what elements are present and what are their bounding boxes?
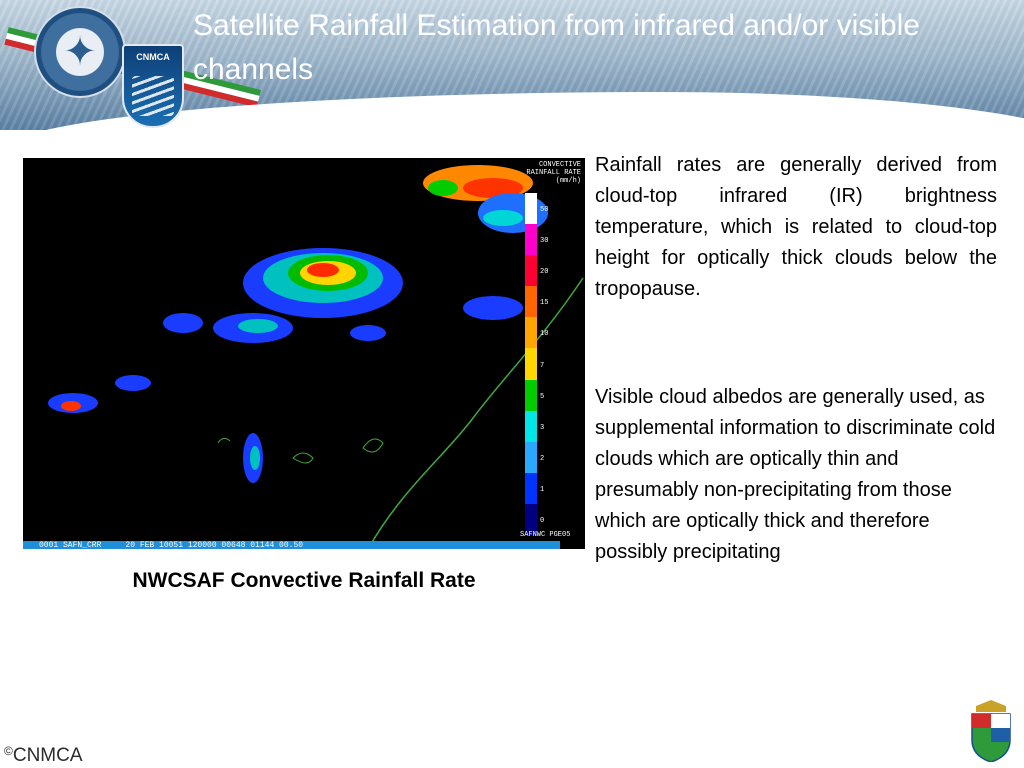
cloud-center — [163, 248, 403, 343]
scale-label: 15 — [540, 299, 549, 308]
scale-segment — [525, 286, 537, 318]
figure-status-bar — [23, 541, 560, 549]
scale-segment — [525, 503, 537, 535]
header-banner: ✦ CNMCA Satellite Rainfall Estimation fr… — [0, 0, 1024, 130]
scale-label: 0 — [540, 517, 545, 525]
scale-segment — [525, 224, 537, 256]
scale-label: 3 — [540, 423, 545, 432]
scale-segment — [525, 193, 537, 225]
paragraph-infrared: Rainfall rates are generally derived fro… — [595, 154, 997, 300]
rainfall-scale-bar — [525, 193, 537, 535]
legend-title: CONVECTIVE RAINFALL RATE (mm/h) — [526, 161, 581, 185]
badge-label: CNMCA — [136, 52, 170, 62]
figure-status-text: 0001 SAFN_CRR 20 FEB 10051 120000 00648 … — [39, 541, 304, 549]
slide-title: Satellite Rainfall Estimation from infra… — [193, 9, 920, 86]
cloud-left — [48, 296, 523, 483]
copyright-symbol: © — [4, 744, 13, 758]
scale-label: 20 — [540, 268, 549, 277]
scale-label: 50 — [540, 206, 549, 215]
satellite-image — [48, 165, 584, 549]
cnmca-badge-logo: CNMCA — [122, 44, 184, 128]
figure-source-label: SAFNWC PGE05 — [520, 531, 571, 539]
scale-label: 10 — [540, 330, 549, 339]
figure-caption: NWCSAF Convective Rainfall Rate — [132, 569, 476, 592]
scale-label: 7 — [540, 361, 545, 370]
waves-icon — [132, 76, 174, 116]
air-force-crest-icon — [971, 700, 1011, 762]
scale-label: 5 — [540, 392, 545, 401]
scale-segment — [525, 348, 537, 380]
compass-rose-icon: ✦ — [63, 30, 97, 74]
rainfall-rate-map: CONVECTIVE RAINFALL RATE (mm/h) 50 30 20 15… — [23, 158, 585, 549]
scale-segment — [525, 472, 537, 504]
scale-segment — [525, 441, 537, 473]
scale-segment — [525, 255, 537, 287]
meteorological-seal-logo: ✦ — [34, 6, 126, 98]
footer-brand-text: CNMCA — [12, 745, 83, 766]
footer-brand: ©CNMCA — [4, 744, 83, 767]
scale-label: 2 — [540, 454, 545, 463]
scale-segment — [525, 317, 537, 349]
scale-label: 1 — [540, 485, 545, 494]
scale-segment — [525, 410, 537, 442]
scale-label: 30 — [540, 237, 549, 246]
scale-segment — [525, 379, 537, 411]
paragraph-visible: Visible cloud albedos are generally used… — [595, 386, 996, 563]
